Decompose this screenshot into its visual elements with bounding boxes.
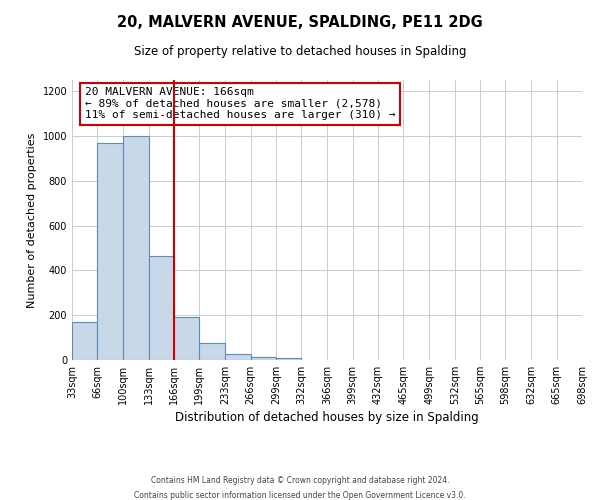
Bar	[97, 142, 124, 360]
Text: 20 MALVERN AVENUE: 166sqm
← 89% of detached houses are smaller (2,578)
11% of se: 20 MALVERN AVENUE: 166sqm ← 89% of detac…	[85, 87, 395, 120]
Bar	[276, 358, 301, 360]
Bar	[174, 318, 199, 360]
Text: Contains public sector information licensed under the Open Government Licence v3: Contains public sector information licen…	[134, 491, 466, 500]
X-axis label: Distribution of detached houses by size in Spalding: Distribution of detached houses by size …	[175, 411, 479, 424]
Bar	[149, 256, 174, 360]
Bar	[199, 343, 226, 360]
Bar	[251, 356, 276, 360]
Text: 20, MALVERN AVENUE, SPALDING, PE11 2DG: 20, MALVERN AVENUE, SPALDING, PE11 2DG	[117, 15, 483, 30]
Y-axis label: Number of detached properties: Number of detached properties	[27, 132, 37, 308]
Text: Size of property relative to detached houses in Spalding: Size of property relative to detached ho…	[134, 45, 466, 58]
Bar	[124, 136, 149, 360]
Text: Contains HM Land Registry data © Crown copyright and database right 2024.: Contains HM Land Registry data © Crown c…	[151, 476, 449, 485]
Bar	[72, 322, 97, 360]
Bar	[226, 354, 251, 360]
